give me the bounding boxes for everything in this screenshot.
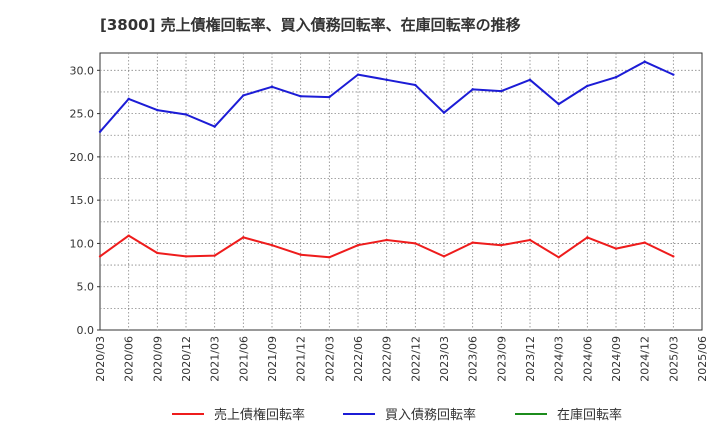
legend-label-3: 在庫回転率 xyxy=(557,407,622,423)
x-tick-label: 2024/03 xyxy=(553,336,566,382)
x-tick-label: 2021/03 xyxy=(209,336,222,382)
series-1-point xyxy=(270,243,274,247)
series-1-point xyxy=(213,254,216,257)
x-tick-label: 2022/06 xyxy=(352,336,365,382)
series-1-point xyxy=(672,255,675,258)
series-2-point xyxy=(471,88,474,91)
series-2-point xyxy=(156,108,159,112)
series-1-point xyxy=(156,251,159,255)
series-2-point xyxy=(442,111,446,114)
series-2-point xyxy=(213,125,216,128)
x-tick-label: 2021/09 xyxy=(266,336,279,382)
y-tick-label: 25.0 xyxy=(70,108,95,121)
series-1-point xyxy=(442,255,446,258)
y-tick-label: 30.0 xyxy=(70,64,95,77)
series-2-point xyxy=(356,73,360,76)
x-tick-label: 2020/06 xyxy=(123,336,136,382)
x-tick-label: 2024/12 xyxy=(639,336,652,382)
legend-label-2: 買入債務回転率 xyxy=(385,407,476,423)
series-1-point xyxy=(242,236,245,239)
x-tick-label: 2021/06 xyxy=(237,336,250,382)
series-2-point xyxy=(500,89,503,93)
x-tick-label: 2022/09 xyxy=(381,336,394,382)
series-1-point xyxy=(184,255,188,258)
x-tick-label: 2021/12 xyxy=(295,336,308,382)
y-tick-label: 15.0 xyxy=(70,194,95,207)
x-tick-label: 2023/09 xyxy=(495,336,508,382)
series-2-point xyxy=(328,95,331,99)
x-tick-label: 2024/06 xyxy=(581,336,594,382)
series-2-point xyxy=(557,102,560,106)
y-tick-label: 10.0 xyxy=(70,237,95,250)
series-1-point xyxy=(614,247,618,250)
series-1-point xyxy=(328,256,331,259)
series-2-point xyxy=(299,95,302,98)
x-tick-label: 2020/03 xyxy=(94,336,107,382)
series-2-point xyxy=(672,73,675,76)
x-tick-label: 2022/12 xyxy=(409,336,422,382)
x-tick-label: 2025/06 xyxy=(696,336,709,382)
series-1-point xyxy=(356,243,360,247)
series-2-point xyxy=(242,94,245,97)
y-tick-label: 5.0 xyxy=(77,281,95,294)
x-tick-label: 2020/12 xyxy=(180,336,193,382)
series-1-point xyxy=(299,253,302,256)
x-tick-label: 2025/03 xyxy=(667,336,680,382)
plot-area xyxy=(99,52,703,331)
x-tick-label: 2020/09 xyxy=(151,336,164,382)
x-tick-label: 2023/12 xyxy=(524,336,537,382)
x-tick-label: 2022/03 xyxy=(323,336,336,382)
y-tick-label: 20.0 xyxy=(70,151,95,164)
series-2-point xyxy=(184,113,188,116)
series-2-point xyxy=(643,60,646,63)
series-1-point xyxy=(471,241,474,244)
series-2-point xyxy=(127,97,130,101)
series-2-point xyxy=(98,130,102,133)
series-1-point xyxy=(98,255,102,258)
series-1-point xyxy=(586,236,589,239)
legend-label-1: 売上債権回転率 xyxy=(214,407,305,423)
series-2-point xyxy=(528,78,532,82)
chart-title: [3800] 売上債権回転率、買入債務回転率、在庫回転率の推移 xyxy=(100,16,521,34)
series-1-point xyxy=(528,238,532,242)
series-1-point xyxy=(643,241,646,244)
series-1-point xyxy=(385,238,388,242)
series-2-point xyxy=(614,76,618,79)
x-tick-label: 2023/06 xyxy=(467,336,480,382)
series-1-point xyxy=(557,256,560,259)
series-2-point xyxy=(586,84,589,88)
x-tick-label: 2024/09 xyxy=(610,336,623,382)
y-tick-label: 0.0 xyxy=(77,324,95,337)
series-2-point xyxy=(414,83,417,87)
series-1-point xyxy=(127,234,130,237)
series-1-point xyxy=(414,242,417,245)
series-2-point xyxy=(270,85,274,88)
x-tick-label: 2023/03 xyxy=(438,336,451,382)
series-1-point xyxy=(500,243,503,247)
series-2-point xyxy=(385,78,388,82)
